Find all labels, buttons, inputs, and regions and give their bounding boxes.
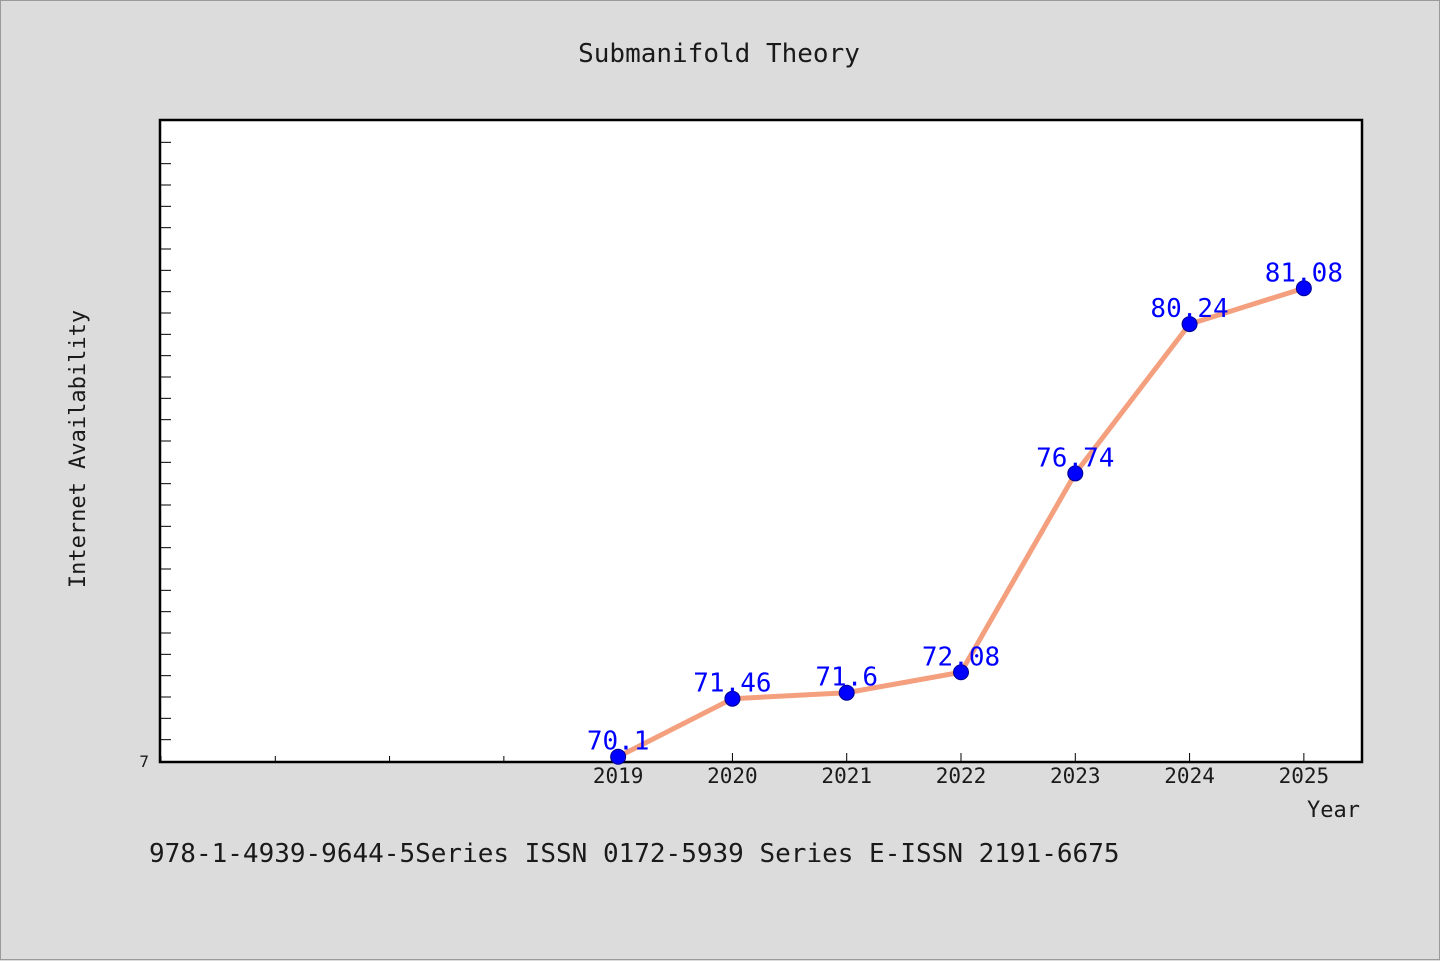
- chart-title: Submanifold Theory: [578, 39, 860, 69]
- y-tick-label: 7: [139, 752, 149, 771]
- data-point: [1181, 316, 1198, 333]
- data-point: [610, 748, 627, 765]
- data-point: [838, 684, 855, 701]
- data-label: 76.74: [1036, 443, 1114, 473]
- series-markers: [610, 280, 1312, 765]
- x-tick-label: 2024: [1164, 764, 1215, 788]
- data-label: 81.08: [1265, 258, 1343, 288]
- data-point: [953, 664, 969, 681]
- x-tick-label: 2025: [1279, 764, 1330, 788]
- data-label: 72.08: [922, 642, 1000, 672]
- x-tick-label: 2020: [707, 764, 758, 788]
- x-tick-label: 2022: [936, 764, 987, 788]
- data-point: [1067, 465, 1084, 482]
- y-axis-label: Internet Availability: [66, 310, 91, 588]
- data-label: 70.1: [587, 727, 650, 757]
- data-label: 71.6: [815, 663, 878, 693]
- x-tick-label: 2021: [821, 764, 872, 788]
- data-point: [1295, 280, 1312, 297]
- x-tick-label: 2023: [1050, 764, 1101, 788]
- data-label: 71.46: [693, 669, 771, 699]
- series-group: 70.1 71.46 71.6 72.08 76.74 80.24 81.08: [587, 258, 1343, 765]
- data-label: 80.24: [1150, 294, 1228, 324]
- data-point: [724, 690, 741, 707]
- y-axis-ticks: [161, 141, 171, 741]
- x-axis-label: Year: [1307, 798, 1360, 823]
- footer-isbn-issn: 978-1-4939-9644-5Series ISSN 0172-5939 S…: [149, 839, 1120, 869]
- data-labels: 70.1 71.46 71.6 72.08 76.74 80.24 81.08: [587, 258, 1343, 756]
- x-axis-tick-labels: 2019 2020 2021 2022 2023 2024 2025: [593, 764, 1329, 788]
- plot-area: [158, 118, 1364, 764]
- x-tick-label: 2019: [593, 764, 644, 788]
